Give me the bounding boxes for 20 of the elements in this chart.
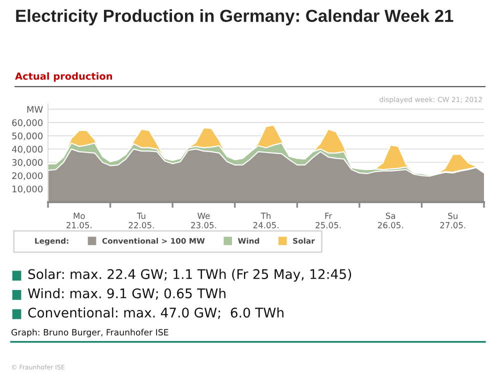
x-tick-label: Th 24.05.: [253, 212, 278, 228]
chart-subtitle: Actual production: [15, 72, 112, 82]
text: Wind: max. 9.1 GW; 0.65 TWh: [28, 288, 226, 300]
y-tick-label: 20,000: [12, 172, 43, 180]
y-tick-label: 40,000: [12, 146, 43, 154]
y-tick-label: 60,000: [12, 119, 43, 128]
text: Conventional: max. 47.0 GW; 6.0 TWh: [28, 307, 284, 319]
y-tick-label: MW: [27, 106, 43, 113]
x-tick-label: We 23.05.: [191, 212, 216, 228]
chart-title: Electricity Production in Germany: Calendar Week 21: [16, 9, 454, 26]
y-tick-label: 50,000: [12, 132, 43, 140]
x-tick-label: Su 27.05.: [440, 212, 466, 228]
x-tick-label: Tu 22.05.: [128, 212, 154, 228]
x-tick-label: Sa 26.05.: [378, 212, 403, 228]
x-tick-label: Fr 25.05.: [316, 212, 341, 228]
text: Graph: Bruno Burger, Fraunhofer ISE: [11, 328, 168, 338]
x-tick-label: Mo 21.05.: [66, 212, 92, 228]
y-tick-label: 10,000: [12, 186, 43, 194]
y-tick-label: 30,000: [12, 159, 43, 167]
text: Solar: max. 22.4 GW; 1.1 TWh (Fr 25 May, 12:45): [28, 268, 352, 282]
